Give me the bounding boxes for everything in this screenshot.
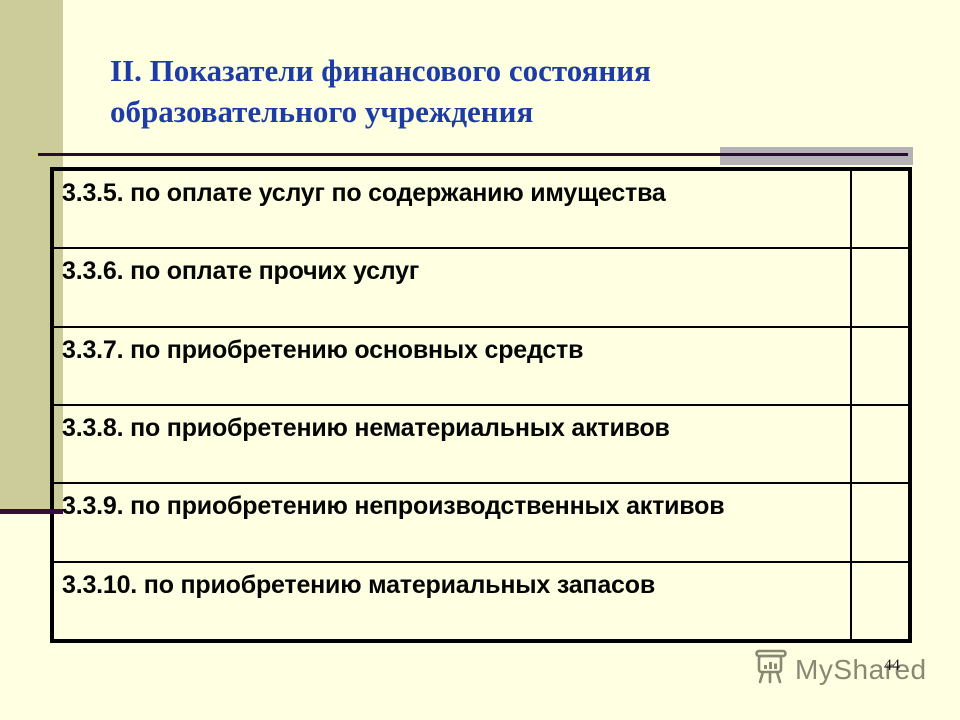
row-value-cell — [850, 405, 908, 483]
table-row: 3.3.6. по оплате прочих услуг — [54, 249, 908, 328]
table-row: 3.3.8. по приобретению нематериальных ак… — [54, 405, 908, 485]
easel-chart-icon — [752, 648, 788, 691]
row-label: 3.3.9. по приобретению непроизводственны… — [62, 492, 725, 521]
table-row: 3.3.5. по оплате услуг по содержанию иму… — [54, 171, 908, 250]
slide-title-line2: образовательного учреждения — [110, 94, 534, 129]
gray-accent-bar — [720, 147, 913, 165]
myshared-watermark: MyShared — [752, 648, 927, 691]
row-value-cell — [850, 327, 908, 404]
slide-title: II. Показатели финансового состояния обр… — [110, 50, 750, 132]
slide-title-line1: II. Показатели финансового состояния — [110, 53, 651, 88]
title-underline — [38, 153, 908, 156]
financial-indicators-table: 3.3.5. по оплате услуг по содержанию иму… — [50, 167, 912, 643]
table-row: 3.3.9. по приобретению непроизводственны… — [54, 484, 908, 563]
row-label: 3.3.5. по оплате услуг по содержанию иму… — [62, 179, 666, 207]
row-label: 3.3.8. по приобретению нематериальных ак… — [62, 413, 670, 442]
table-row: 3.3.7. по приобретению основных средств — [54, 327, 908, 406]
row-value-cell — [850, 484, 908, 561]
plum-accent-line — [0, 509, 63, 514]
row-value-cell — [850, 249, 908, 326]
row-label: 3.3.10. по приобретению материальных зап… — [62, 570, 655, 599]
row-label: 3.3.6. по оплате прочих услуг — [62, 257, 420, 286]
page-number: 44 — [884, 657, 900, 674]
table-row: 3.3.10. по приобретению материальных зап… — [54, 562, 908, 639]
row-label: 3.3.7. по приобретению основных средств — [62, 335, 584, 364]
row-value-cell — [850, 562, 908, 639]
row-value-cell — [850, 171, 908, 248]
watermark-label: MyShared — [795, 653, 927, 685]
